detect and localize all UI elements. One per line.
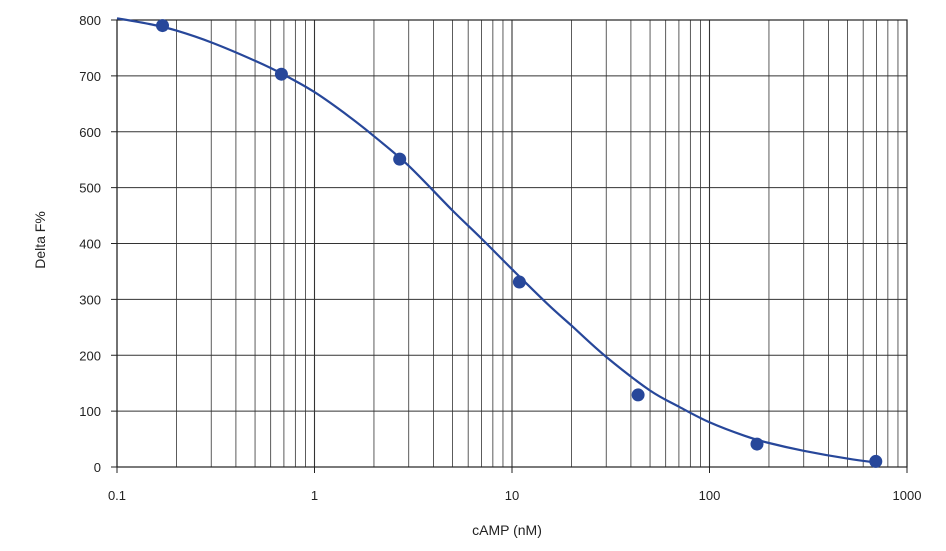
y-axis-ticks: 0 100 200 300 400 500 600 700 800 [79, 13, 117, 475]
y-tick-label: 100 [79, 404, 101, 419]
x-tick-label: 0.1 [108, 488, 126, 503]
y-tick-label: 700 [79, 69, 101, 84]
y-axis-label: Delta F% [32, 211, 48, 269]
x-tick-label: 100 [699, 488, 721, 503]
x-axis-label: cAMP (nM) [472, 522, 542, 538]
y-tick-label: 500 [79, 181, 101, 196]
y-tick-label: 800 [79, 13, 101, 28]
data-point [393, 152, 407, 166]
data-point [869, 454, 883, 468]
y-tick-label: 600 [79, 125, 101, 140]
data-point [274, 67, 288, 81]
grid [116, 19, 907, 468]
x-tick-label: 1000 [893, 488, 922, 503]
y-tick-label: 300 [79, 292, 101, 307]
data-point [750, 437, 764, 451]
y-tick-label: 0 [94, 460, 101, 475]
data-point [156, 19, 170, 33]
data-point [631, 388, 645, 402]
data-point [512, 275, 526, 289]
fit-curve [116, 17, 877, 464]
y-tick-label: 400 [79, 237, 101, 252]
data-points [156, 19, 883, 468]
y-tick-label: 200 [79, 348, 101, 363]
x-tick-label: 10 [505, 488, 519, 503]
x-axis-ticks: 0.1 1 10 100 1000 [108, 467, 922, 503]
x-tick-label: 1 [311, 488, 318, 503]
